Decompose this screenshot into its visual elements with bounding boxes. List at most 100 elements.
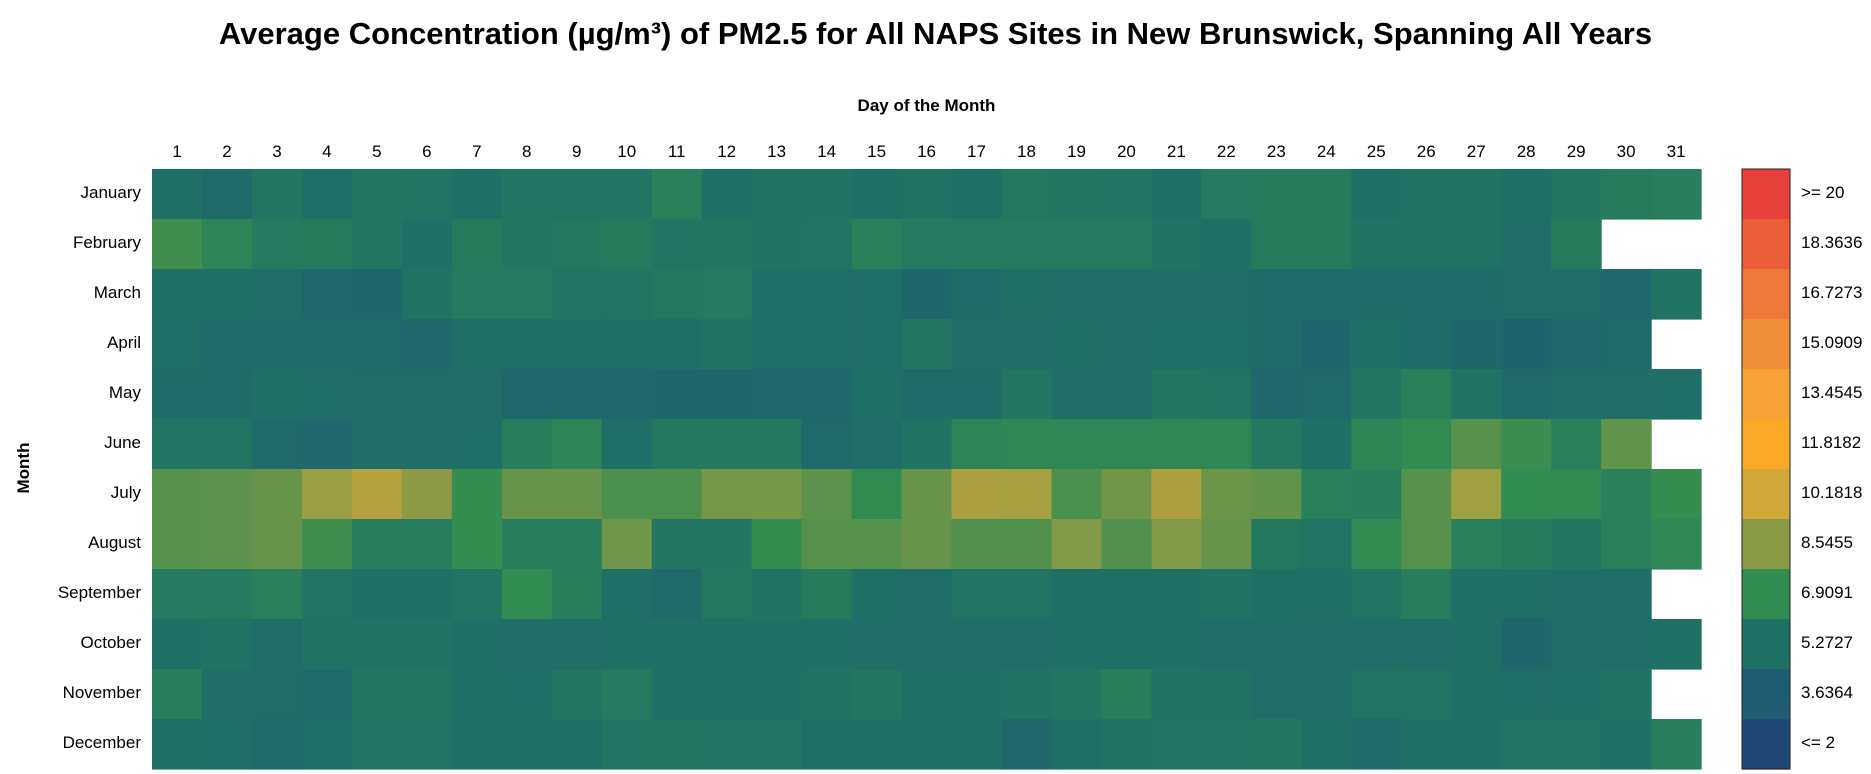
heatmap-cell <box>501 569 553 620</box>
heatmap-cell <box>1051 219 1103 270</box>
heatmap-cell <box>451 219 503 270</box>
heatmap-cell <box>801 519 853 570</box>
heatmap-cell <box>651 269 703 320</box>
heatmap-cell <box>152 169 203 220</box>
heatmap-cell <box>1551 669 1602 720</box>
legend-label: 5.2727 <box>1801 633 1853 652</box>
heatmap-cell <box>551 419 603 470</box>
heatmap-cell <box>1051 669 1103 720</box>
legend-label: 6.9091 <box>1801 583 1853 602</box>
heatmap-cell <box>201 169 253 220</box>
heatmap-cell <box>901 319 953 370</box>
heatmap-cell <box>1651 269 1702 320</box>
heatmap-cell <box>351 569 403 620</box>
heatmap-cell <box>1551 469 1602 520</box>
heatmap-cell <box>201 369 253 420</box>
heatmap-cell <box>401 269 453 320</box>
x-tick-label: 14 <box>817 142 837 161</box>
heatmap-cell <box>601 669 653 720</box>
heatmap-cell <box>751 569 803 620</box>
heatmap-cell <box>601 419 653 470</box>
heatmap-cell <box>401 519 453 570</box>
x-tick-label: 18 <box>1017 142 1036 161</box>
heatmap-cell <box>401 669 453 720</box>
heatmap-cell <box>1101 369 1152 420</box>
heatmap-cell <box>1001 569 1053 620</box>
heatmap-cell <box>1101 469 1152 520</box>
heatmap-cell <box>551 569 603 620</box>
heatmap-cell <box>1451 519 1502 570</box>
heatmap-cell <box>1651 619 1702 670</box>
heatmap-cell <box>1301 519 1352 570</box>
heatmap-cell <box>751 469 803 520</box>
x-tick-label: 26 <box>1416 142 1436 161</box>
heatmap-cell <box>301 269 353 320</box>
heatmap-cell <box>501 469 553 520</box>
heatmap-cell <box>1051 319 1103 370</box>
heatmap-cell <box>1201 319 1252 370</box>
legend-swatch <box>1742 319 1790 370</box>
heatmap-cell <box>551 319 603 370</box>
heatmap-cell <box>501 219 553 270</box>
legend-label: 10.1818 <box>1801 483 1863 502</box>
heatmap-cell <box>1501 519 1552 570</box>
x-tick-label: 3 <box>272 142 282 161</box>
heatmap-cell <box>1451 469 1502 520</box>
heatmap-cell <box>1151 569 1202 620</box>
x-tick-label: 13 <box>767 142 787 161</box>
heatmap-cell <box>801 319 853 370</box>
heatmap-cell <box>1501 419 1552 470</box>
heatmap-cell <box>1601 569 1652 620</box>
heatmap-cell <box>901 219 953 270</box>
x-tick-label: 5 <box>372 142 382 161</box>
heatmap-cell <box>1601 519 1652 570</box>
heatmap-cell <box>1201 619 1252 670</box>
heatmap-cell <box>1601 169 1652 220</box>
heatmap-cell <box>1651 169 1702 220</box>
heatmap-cell <box>801 669 853 720</box>
heatmap-cell <box>1401 669 1452 720</box>
heatmap-cell <box>851 319 903 370</box>
heatmap-cell <box>451 169 503 220</box>
heatmap-cell <box>401 719 453 770</box>
x-tick-label: 22 <box>1216 142 1236 161</box>
heatmap-cell <box>351 719 403 770</box>
chart-title: Average Concentration (µg/m³) of PM2.5 f… <box>218 16 1653 51</box>
heatmap-cell <box>851 269 903 320</box>
x-tick-label: 28 <box>1516 142 1536 161</box>
heatmap-cell <box>351 319 403 370</box>
heatmap-cell <box>1001 219 1053 270</box>
heatmap-cell <box>751 619 803 670</box>
heatmap-cell <box>1001 319 1053 370</box>
heatmap-cell <box>401 419 453 470</box>
heatmap-cell <box>951 269 1003 320</box>
heatmap-cell <box>601 269 653 320</box>
x-tick-label: 16 <box>917 142 936 161</box>
heatmap-cell <box>951 719 1003 770</box>
heatmap-cell <box>401 319 453 370</box>
heatmap-cell <box>251 219 303 270</box>
heatmap-cell <box>1251 619 1302 670</box>
heatmap-cell <box>1401 569 1452 620</box>
heatmap-cell <box>701 469 753 520</box>
x-tick-label: 31 <box>1666 142 1686 161</box>
heatmap-cell <box>901 719 953 770</box>
heatmap-cell <box>1151 519 1202 570</box>
heatmap-cell <box>1001 169 1053 220</box>
x-tick-label: 11 <box>667 142 686 161</box>
heatmap-cell <box>1351 469 1402 520</box>
heatmap-cell <box>1151 369 1202 420</box>
heatmap-cell <box>1201 169 1252 220</box>
heatmap-cell <box>451 569 503 620</box>
heatmap-cell <box>201 569 253 620</box>
heatmap-cell <box>601 719 653 770</box>
heatmap-cell <box>1501 219 1552 270</box>
x-tick-label: 6 <box>422 142 432 161</box>
heatmap-cell <box>501 719 553 770</box>
heatmap-cell <box>1551 519 1602 570</box>
heatmap-cell <box>1401 619 1452 670</box>
heatmap-cell <box>1501 619 1552 670</box>
heatmap-cell <box>751 319 803 370</box>
heatmap-cell <box>501 169 553 220</box>
heatmap-cell <box>1601 719 1652 770</box>
